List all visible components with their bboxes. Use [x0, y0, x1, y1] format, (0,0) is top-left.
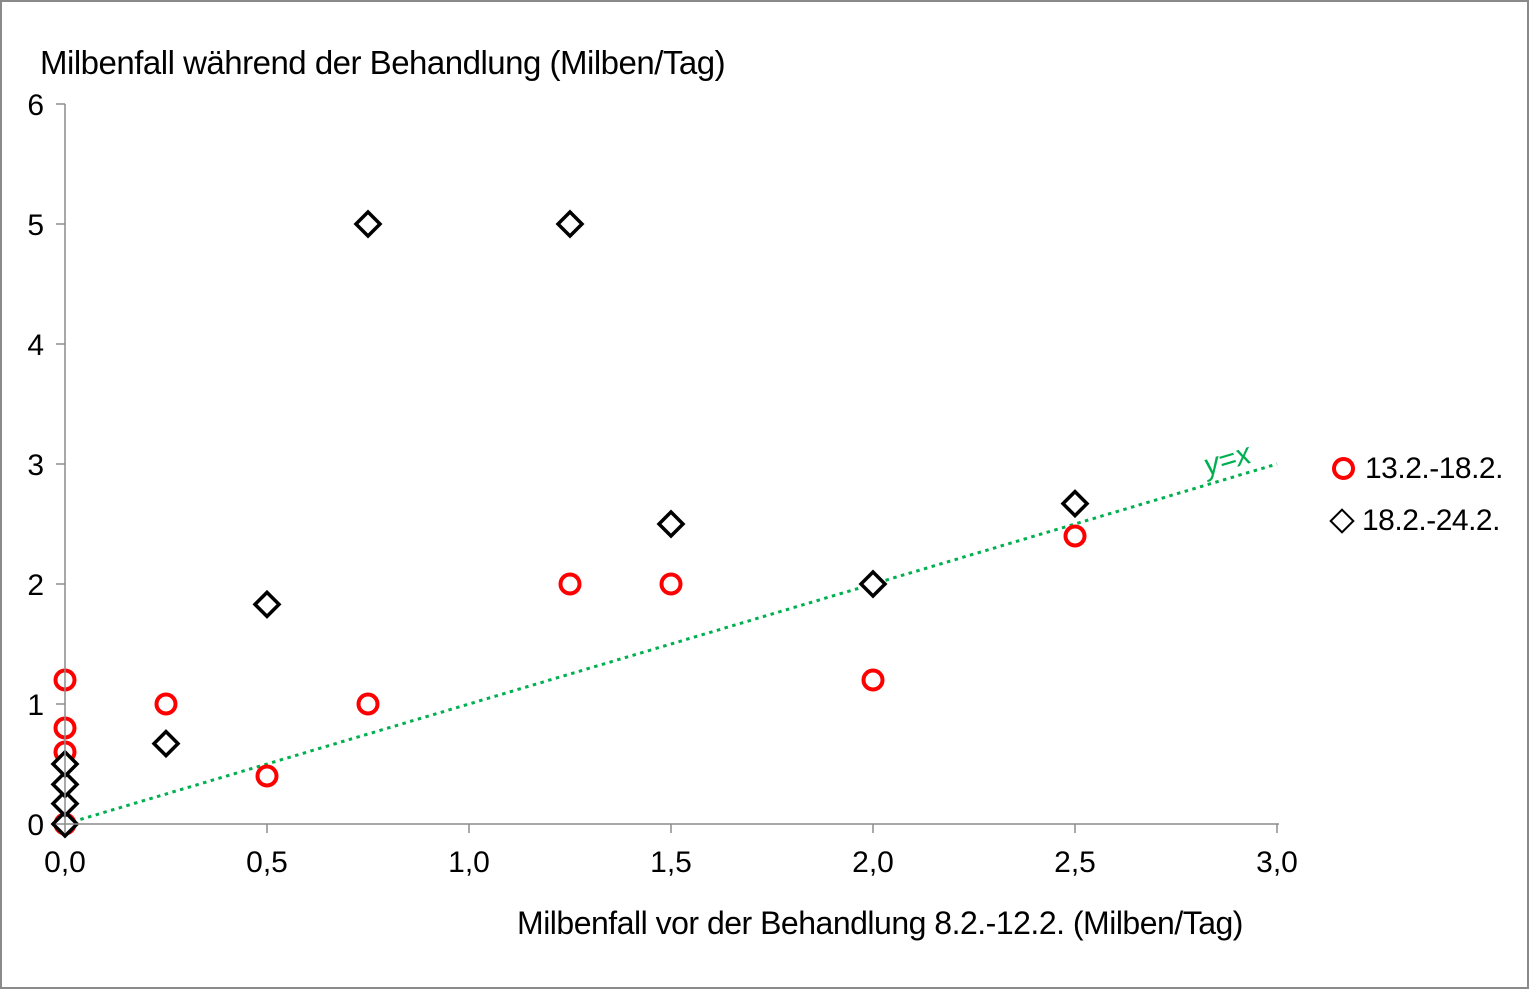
data-point-series-1 [154, 692, 178, 716]
legend-item-series-1: 13.2.-18.2. [1332, 451, 1503, 486]
data-point-series-1 [255, 764, 279, 788]
x-tick-label: 0,0 [44, 846, 86, 879]
x-axis-title: Milbenfall vor der Behandlung 8.2.-12.2.… [517, 905, 1243, 941]
data-point-series-2 [858, 569, 888, 599]
y-tick-label: 6 [27, 89, 44, 122]
data-point-series-2 [1060, 489, 1090, 519]
x-tick-label: 2,0 [852, 846, 894, 879]
data-point-series-2 [151, 729, 181, 759]
x-tick-label: 1,0 [448, 846, 490, 879]
y-tick-label: 0 [27, 809, 44, 842]
legend-diamond-icon [1329, 507, 1355, 534]
y-tick-label: 3 [27, 449, 44, 482]
data-point-series-2 [555, 209, 585, 239]
y-tick-label: 5 [27, 209, 44, 242]
legend-label-series-2: 18.2.-24.2. [1362, 503, 1500, 537]
y-tick-label: 1 [27, 689, 44, 722]
legend-item-series-2: 18.2.-24.2. [1329, 503, 1503, 538]
x-tick-label: 3,0 [1256, 846, 1298, 879]
y-tick-label: 4 [27, 329, 44, 362]
x-tick-label: 2,5 [1054, 846, 1096, 879]
x-tick-label: 1,5 [650, 846, 692, 879]
data-point-series-2 [252, 589, 282, 619]
x-tick-label: 0,5 [246, 846, 288, 879]
reference-line-label: y=x [1198, 437, 1256, 483]
legend-label-series-1: 13.2.-18.2. [1365, 451, 1503, 485]
legend-circle-icon [1332, 457, 1355, 480]
data-point-series-1 [1063, 524, 1087, 548]
reference-line [64, 462, 1278, 826]
chart-title: Milbenfall während der Behandlung (Milbe… [40, 44, 726, 81]
data-point-series-1 [861, 668, 885, 692]
data-point-series-1 [356, 692, 380, 716]
legend: 13.2.-18.2. 18.2.-24.2. [1329, 451, 1503, 538]
data-point-series-2 [656, 509, 686, 539]
y-tick-label: 2 [27, 569, 44, 602]
data-point-series-1 [558, 572, 582, 596]
data-point-series-1 [659, 572, 683, 596]
data-point-series-2 [353, 209, 383, 239]
